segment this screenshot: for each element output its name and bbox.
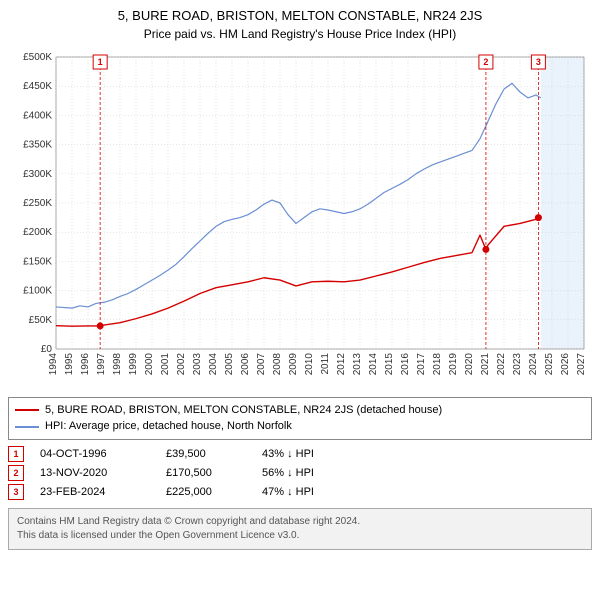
svg-text:2016: 2016 [400, 352, 411, 375]
svg-text:2015: 2015 [384, 352, 395, 375]
svg-text:£100K: £100K [23, 285, 52, 296]
sale-price: £225,000 [166, 486, 246, 498]
svg-text:2005: 2005 [224, 352, 235, 375]
svg-text:£150K: £150K [23, 256, 52, 267]
footer: Contains HM Land Registry data © Crown c… [8, 508, 592, 550]
svg-text:2009: 2009 [288, 352, 299, 375]
legend-label: HPI: Average price, detached house, Nort… [45, 418, 292, 435]
svg-text:2011: 2011 [320, 352, 331, 374]
chart-area: £0£50K£100K£150K£200K£250K£300K£350K£400… [8, 49, 592, 389]
legend: 5, BURE ROAD, BRISTON, MELTON CONSTABLE,… [8, 397, 592, 440]
svg-text:2012: 2012 [336, 352, 347, 375]
svg-text:£200K: £200K [23, 227, 52, 238]
svg-text:2020: 2020 [464, 352, 475, 375]
svg-text:£500K: £500K [23, 52, 52, 63]
chart-svg: £0£50K£100K£150K£200K£250K£300K£350K£400… [8, 49, 592, 389]
sale-date: 13-NOV-2020 [40, 467, 150, 479]
sale-row: 1 04-OCT-1996 £39,500 43% ↓ HPI [8, 446, 592, 462]
svg-text:2019: 2019 [448, 352, 459, 375]
svg-text:2008: 2008 [272, 352, 283, 375]
svg-text:1994: 1994 [48, 352, 59, 375]
chart-subtitle: Price paid vs. HM Land Registry's House … [8, 27, 592, 41]
svg-text:1: 1 [98, 57, 103, 67]
sale-badge: 2 [8, 465, 24, 481]
svg-text:2018: 2018 [432, 352, 443, 375]
svg-text:2007: 2007 [256, 352, 267, 375]
sale-diff: 47% ↓ HPI [262, 486, 314, 498]
svg-text:2013: 2013 [352, 352, 363, 375]
svg-text:2: 2 [483, 57, 488, 67]
sale-date: 23-FEB-2024 [40, 486, 150, 498]
svg-text:2004: 2004 [208, 352, 219, 375]
sale-badge: 1 [8, 446, 24, 462]
sale-row: 3 23-FEB-2024 £225,000 47% ↓ HPI [8, 484, 592, 500]
sale-row: 2 13-NOV-2020 £170,500 56% ↓ HPI [8, 465, 592, 481]
sale-date: 04-OCT-1996 [40, 448, 150, 460]
svg-text:2023: 2023 [512, 352, 523, 375]
legend-label: 5, BURE ROAD, BRISTON, MELTON CONSTABLE,… [45, 402, 442, 419]
footer-line1: Contains HM Land Registry data © Crown c… [17, 515, 583, 529]
sales-list: 1 04-OCT-1996 £39,500 43% ↓ HPI 2 13-NOV-2020… [8, 446, 592, 500]
svg-text:2024: 2024 [528, 352, 539, 375]
svg-text:2021: 2021 [480, 352, 491, 375]
svg-text:£350K: £350K [23, 139, 52, 150]
legend-swatch [15, 426, 39, 428]
svg-text:2000: 2000 [144, 352, 155, 375]
svg-text:£300K: £300K [23, 169, 52, 180]
svg-text:£250K: £250K [23, 198, 52, 209]
svg-text:2026: 2026 [560, 352, 571, 375]
chart-title: 5, BURE ROAD, BRISTON, MELTON CONSTABLE,… [8, 8, 592, 25]
svg-text:1996: 1996 [80, 352, 91, 375]
sale-diff: 43% ↓ HPI [262, 448, 314, 460]
svg-text:2003: 2003 [192, 352, 203, 375]
svg-text:2017: 2017 [416, 352, 427, 375]
svg-text:2006: 2006 [240, 352, 251, 375]
svg-text:3: 3 [536, 57, 541, 67]
svg-text:1997: 1997 [96, 352, 107, 375]
sale-diff: 56% ↓ HPI [262, 467, 314, 479]
svg-text:1998: 1998 [112, 352, 123, 375]
svg-text:2027: 2027 [576, 352, 587, 375]
sale-price: £39,500 [166, 448, 246, 460]
footer-line2: This data is licensed under the Open Gov… [17, 529, 583, 543]
svg-text:2025: 2025 [544, 352, 555, 375]
legend-swatch [15, 409, 39, 411]
svg-text:2001: 2001 [160, 352, 171, 375]
svg-text:2022: 2022 [496, 352, 507, 375]
sale-price: £170,500 [166, 467, 246, 479]
svg-text:£400K: £400K [23, 110, 52, 121]
svg-text:£50K: £50K [29, 315, 53, 326]
svg-text:2014: 2014 [368, 352, 379, 375]
legend-row: HPI: Average price, detached house, Nort… [15, 418, 585, 435]
sale-badge: 3 [8, 484, 24, 500]
svg-text:2010: 2010 [304, 352, 315, 375]
svg-text:1995: 1995 [64, 352, 75, 375]
legend-row: 5, BURE ROAD, BRISTON, MELTON CONSTABLE,… [15, 402, 585, 419]
svg-text:2002: 2002 [176, 352, 187, 375]
svg-text:1999: 1999 [128, 352, 139, 375]
svg-text:£450K: £450K [23, 81, 52, 92]
